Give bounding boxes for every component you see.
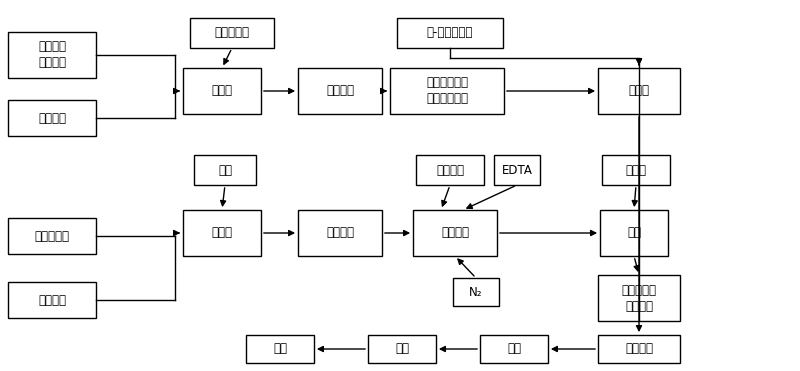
Bar	[413, 210, 497, 256]
Text: 长链烷基
二甲基胺: 长链烷基 二甲基胺	[38, 40, 66, 69]
Text: 水-醇混合溶剂: 水-醇混合溶剂	[427, 26, 473, 39]
Text: 二烯丙基胺: 二烯丙基胺	[34, 230, 70, 243]
Bar	[453, 278, 499, 306]
Text: 反应器: 反应器	[629, 85, 650, 98]
Text: 无水乙醇: 无水乙醇	[38, 112, 66, 125]
Bar	[8, 100, 96, 136]
Bar	[190, 18, 274, 48]
Bar	[598, 335, 680, 363]
Bar	[8, 32, 96, 78]
Text: 去离子水: 去离子水	[436, 164, 464, 177]
Bar	[8, 282, 96, 318]
Bar	[494, 155, 540, 185]
Bar	[600, 210, 668, 256]
Text: 蕌除溶剂: 蕌除溶剂	[625, 342, 653, 355]
Text: N₂: N₂	[470, 286, 482, 299]
Bar	[183, 68, 261, 114]
Bar	[368, 335, 436, 363]
Text: 沉析: 沉析	[507, 342, 521, 355]
Text: 反应器: 反应器	[211, 227, 233, 240]
Bar	[298, 210, 382, 256]
Bar	[598, 68, 680, 114]
Bar	[183, 210, 261, 256]
Bar	[480, 335, 548, 363]
Bar	[397, 18, 503, 48]
Text: 反应器: 反应器	[211, 85, 233, 98]
Text: 聚二烯丙基
胺盐酸盐: 聚二烯丙基 胺盐酸盐	[622, 283, 657, 312]
Bar	[416, 155, 484, 185]
Bar	[298, 68, 382, 114]
Bar	[8, 218, 96, 254]
Text: 减压蒸馏: 减压蒸馏	[326, 227, 354, 240]
Text: 聚合: 聚合	[627, 227, 641, 240]
Bar	[246, 335, 314, 363]
Text: 盐酸: 盐酸	[218, 164, 232, 177]
Text: 环氧长链烷基
二甲基卤化鐵: 环氧长链烷基 二甲基卤化鐵	[426, 76, 468, 105]
Text: 调节浓度: 调节浓度	[441, 227, 469, 240]
Text: 环氧卤丙烷: 环氧卤丙烷	[214, 26, 250, 39]
Text: 产物: 产物	[273, 342, 287, 355]
Text: 去离子水: 去离子水	[38, 293, 66, 306]
Text: 减压蒸馏: 减压蒸馏	[326, 85, 354, 98]
Bar	[602, 155, 670, 185]
Bar	[390, 68, 504, 114]
Bar	[194, 155, 256, 185]
Text: 引发剂: 引发剂	[626, 164, 646, 177]
Text: EDTA: EDTA	[502, 164, 533, 177]
Text: 干燥: 干燥	[395, 342, 409, 355]
Bar	[598, 275, 680, 321]
